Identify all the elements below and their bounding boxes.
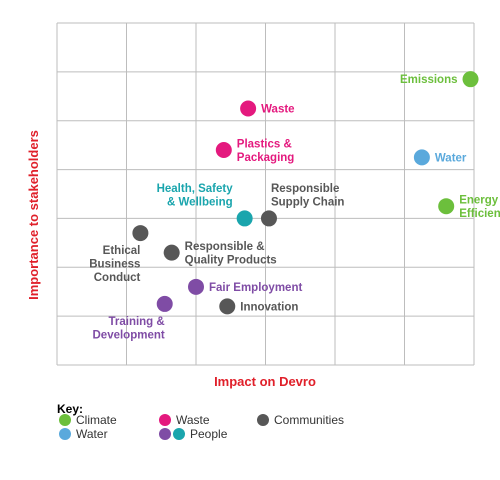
point-label-waste: Waste [261,104,294,116]
point-label-line: Plastics & [237,138,292,150]
legend-title: Key: [57,402,83,416]
legend-label-people: People [190,427,228,441]
point-label-water: Water [435,152,467,164]
point-training-development [156,295,173,312]
point-responsible-quality-products [163,244,180,261]
point-label-emissions: Emissions [400,74,458,86]
legend-swatch-people-teal [173,428,185,440]
point-water [413,149,430,166]
point-energy-efficiency [438,198,455,215]
point-waste [240,100,257,117]
point-label-line: Efficiency [459,208,500,220]
legend-swatch-communities [257,414,269,426]
legend-label-climate: Climate [76,413,117,427]
point-innovation [219,298,236,315]
point-label-line: Energy [459,194,499,206]
legend-swatch-waste [159,414,171,426]
data-points: Emissions Waste Plastics & Packaging Water En… [89,71,500,341]
point-label-line: Supply Chain [271,196,344,208]
point-label-line: Packaging [237,152,295,164]
point-label-health-safety-wellbeing: Health, Safety & Wellbeing [157,183,234,209]
point-label-line: Ethical [103,245,141,257]
legend: Key: Climate Waste Communities Water People [57,402,344,441]
point-label-line: Innovation [240,301,298,313]
point-label-line: Training & [108,316,164,328]
point-label-line: Fair Employment [209,282,302,294]
point-plastics-packaging [215,142,232,159]
point-label-line: Waste [261,104,294,116]
point-fair-employment [188,278,204,295]
point-ethical-business-conduct [132,225,149,242]
legend-label-waste: Waste [176,413,210,427]
point-label-line: Conduct [94,272,141,284]
point-emissions [462,71,479,88]
point-label-line: Responsible [271,183,339,195]
point-label-line: Emissions [400,74,458,86]
legend-label-communities: Communities [274,413,344,427]
chart-grid [56,22,475,366]
point-label-plastics-packaging: Plastics & Packaging [237,138,295,164]
point-label-responsible-quality-products: Responsible & Quality Products [185,241,277,267]
point-label-responsible-supply-chain: Responsible Supply Chain [271,183,344,209]
legend-swatch-water [59,428,71,440]
point-label-line: Water [435,152,467,164]
point-label-energy-efficiency: Energy Efficiency [459,194,500,220]
legend-swatch-climate [59,414,71,426]
point-responsible-supply-chain [260,210,277,227]
point-health-safety-wellbeing [236,210,253,227]
point-label-line: Development [93,329,165,341]
point-label-training-development: Training & Development [93,316,165,342]
point-label-innovation: Innovation [240,301,298,313]
legend-swatch-people-purple [159,428,171,440]
point-label-line: Business [89,259,140,271]
y-axis-title: Importance to stakeholders [26,130,41,300]
point-label-line: Health, Safety [157,183,234,195]
point-label-line: Responsible & [185,241,265,253]
legend-label-water: Water [76,427,108,441]
point-label-line: & Wellbeing [167,196,233,208]
point-label-fair-employment: Fair Employment [209,282,302,294]
point-label-line: Quality Products [185,254,277,266]
point-label-ethical-business-conduct: Ethical Business Conduct [89,245,140,284]
x-axis-title: Impact on Devro [214,374,316,389]
